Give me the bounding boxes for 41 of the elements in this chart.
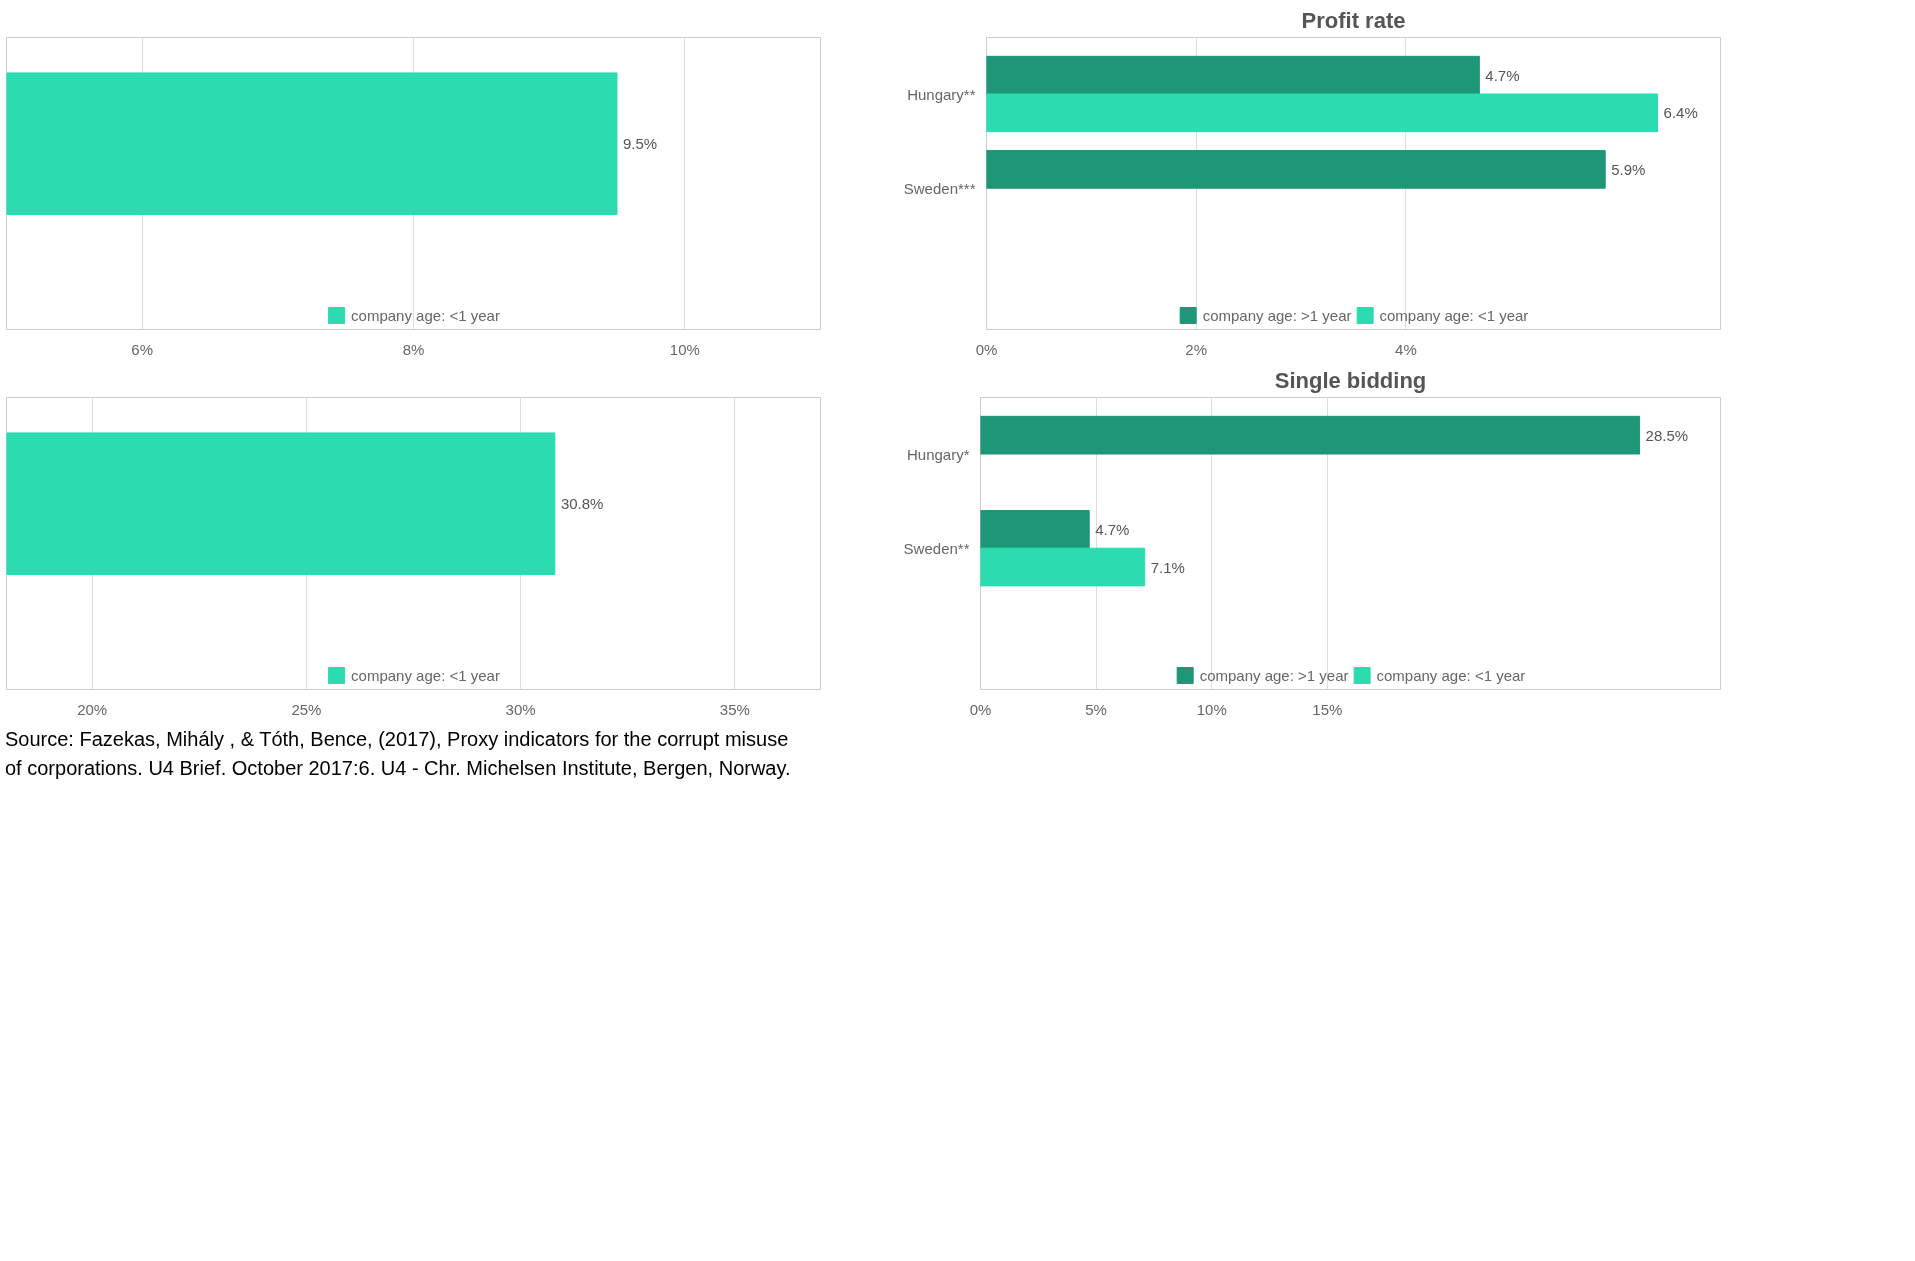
bar — [980, 510, 1090, 549]
data-label: 9.5% — [623, 135, 658, 153]
source-note: Source: Fazekas, Mihály , & Tóth, Bence, (2017), Proxy indicators for the corrupt misuse of corporations. U4 Brief. October 2017:6. U4 - Chr. Michelsen Institute, Bergen, Norway. — [5, 727, 792, 781]
legend-label: company age: <1 year — [351, 666, 500, 684]
data-label: 28.5% — [1645, 426, 1689, 444]
data-label: 4.7% — [1485, 66, 1520, 84]
legend-label: company age: <1 year — [1379, 306, 1529, 324]
bar — [980, 547, 1146, 587]
data-label: 4.7% — [1095, 520, 1130, 538]
x-tick-label: 20% — [77, 700, 108, 718]
legend-label: company age: >1 year — [1202, 306, 1352, 324]
chart-title: Single bidding — [1274, 367, 1427, 393]
x-tick-label: 4% — [1395, 340, 1417, 358]
x-tick-label: 10% — [1196, 700, 1227, 718]
y-tick-label: Hungary** — [907, 85, 976, 103]
bar — [986, 55, 1480, 95]
bar — [986, 150, 1606, 189]
chart-title: Profit rate — [1301, 7, 1406, 33]
legend-label: company age: <1 year — [351, 306, 500, 324]
x-tick-label: 30% — [505, 700, 536, 718]
x-tick-label: 2% — [1185, 340, 1208, 358]
legend-label: company age: <1 year — [1376, 666, 1526, 684]
x-tick-label: 35% — [719, 700, 750, 718]
data-label: 30.8% — [560, 495, 604, 513]
x-tick-label: 8% — [402, 340, 425, 358]
x-tick-label: 10% — [669, 340, 700, 358]
data-label: 7.1% — [1150, 558, 1185, 576]
legend-label: company age: >1 year — [1199, 666, 1349, 684]
y-tick-label: Sweden** — [903, 539, 970, 557]
x-tick-label: 5% — [1085, 700, 1107, 718]
x-tick-label: 15% — [1312, 700, 1343, 718]
y-tick-label: Hungary* — [906, 445, 970, 463]
x-tick-label: 0% — [969, 700, 992, 718]
x-tick-label: 0% — [975, 340, 998, 358]
bar — [986, 93, 1659, 133]
bar — [980, 415, 1641, 455]
x-tick-label: 25% — [291, 700, 322, 718]
data-label: 6.4% — [1663, 104, 1698, 122]
y-tick-label: Sweden*** — [903, 179, 976, 197]
data-label: 5.9% — [1611, 160, 1646, 178]
x-tick-label: 6% — [131, 340, 154, 358]
